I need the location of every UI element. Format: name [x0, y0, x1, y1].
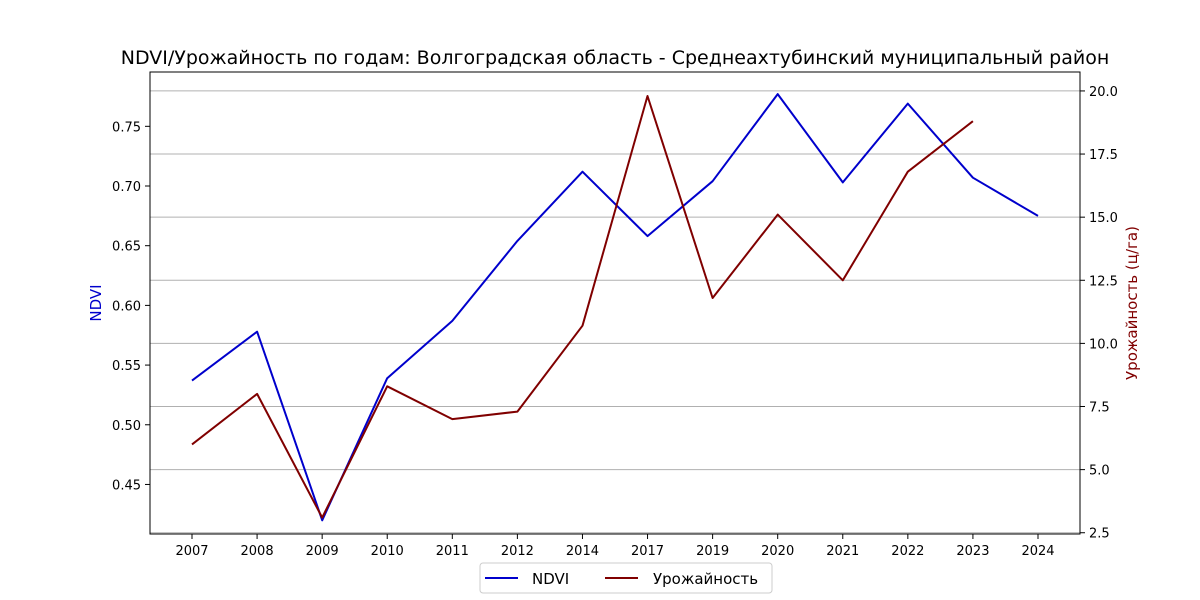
y-axis-left-title: NDVI — [87, 284, 105, 321]
y-left-tick-label: 0.70 — [112, 180, 141, 195]
x-tick-label: 2014 — [566, 544, 599, 559]
x-tick-label: 2010 — [371, 544, 404, 559]
x-tick-label: 2011 — [436, 544, 469, 559]
y-left-tick-label: 0.55 — [112, 359, 141, 374]
y-right-tick-label: 7.5 — [1089, 401, 1110, 416]
series-line-yield — [191, 95, 974, 519]
y-axis-right-title: Урожайность (ц/га) — [1123, 226, 1141, 380]
grid-lines — [150, 90, 1080, 534]
y-left-tick-label: 0.60 — [112, 299, 141, 314]
plot-frame — [149, 71, 1081, 535]
y-left-tick-label: 0.65 — [112, 240, 141, 255]
legend-label-yield: Урожайность — [653, 570, 758, 588]
y-right-tick-label: 15.0 — [1089, 211, 1118, 226]
x-tick-label: 2019 — [696, 544, 729, 559]
x-tick-label: 2024 — [1021, 544, 1054, 559]
x-tick-label: 2012 — [501, 544, 534, 559]
x-tick-label: 2020 — [761, 544, 794, 559]
x-tick-label: 2007 — [175, 544, 208, 559]
y-axis-left: 0.45 0.50 0.55 0.60 0.65 0.70 0.75 — [112, 120, 150, 493]
chart-title: NDVI/Урожайность по годам: Волгоградская… — [121, 47, 1110, 69]
y-right-tick-label: 5.0 — [1089, 464, 1110, 479]
y-right-tick-label: 17.5 — [1089, 148, 1118, 163]
x-tick-label: 2017 — [631, 544, 664, 559]
y-axis-right: 2.5 5.0 7.5 10.0 12.5 15.0 17.5 20.0 — [1080, 85, 1118, 542]
y-right-tick-label: 2.5 — [1089, 527, 1110, 542]
legend-label-ndvi: NDVI — [532, 570, 569, 588]
x-tick-label: 2009 — [306, 544, 339, 559]
x-tick-label: 2022 — [891, 544, 924, 559]
x-tick-label: 2021 — [826, 544, 859, 559]
y-right-tick-label: 12.5 — [1089, 274, 1118, 289]
y-left-tick-label: 0.50 — [112, 419, 141, 434]
y-right-tick-label: 20.0 — [1089, 85, 1118, 100]
legend: NDVI Урожайность — [479, 562, 773, 594]
x-axis: 2007 2008 2009 2010 2011 2012 2014 2017 2019 2020… — [175, 534, 1055, 559]
series-line-ndvi — [191, 93, 1039, 522]
y-left-tick-label: 0.45 — [112, 478, 141, 493]
series-layer — [191, 93, 1039, 522]
y-left-tick-label: 0.75 — [112, 120, 141, 135]
y-right-tick-label: 10.0 — [1089, 337, 1118, 352]
x-tick-label: 2023 — [956, 544, 989, 559]
x-tick-label: 2008 — [241, 544, 274, 559]
